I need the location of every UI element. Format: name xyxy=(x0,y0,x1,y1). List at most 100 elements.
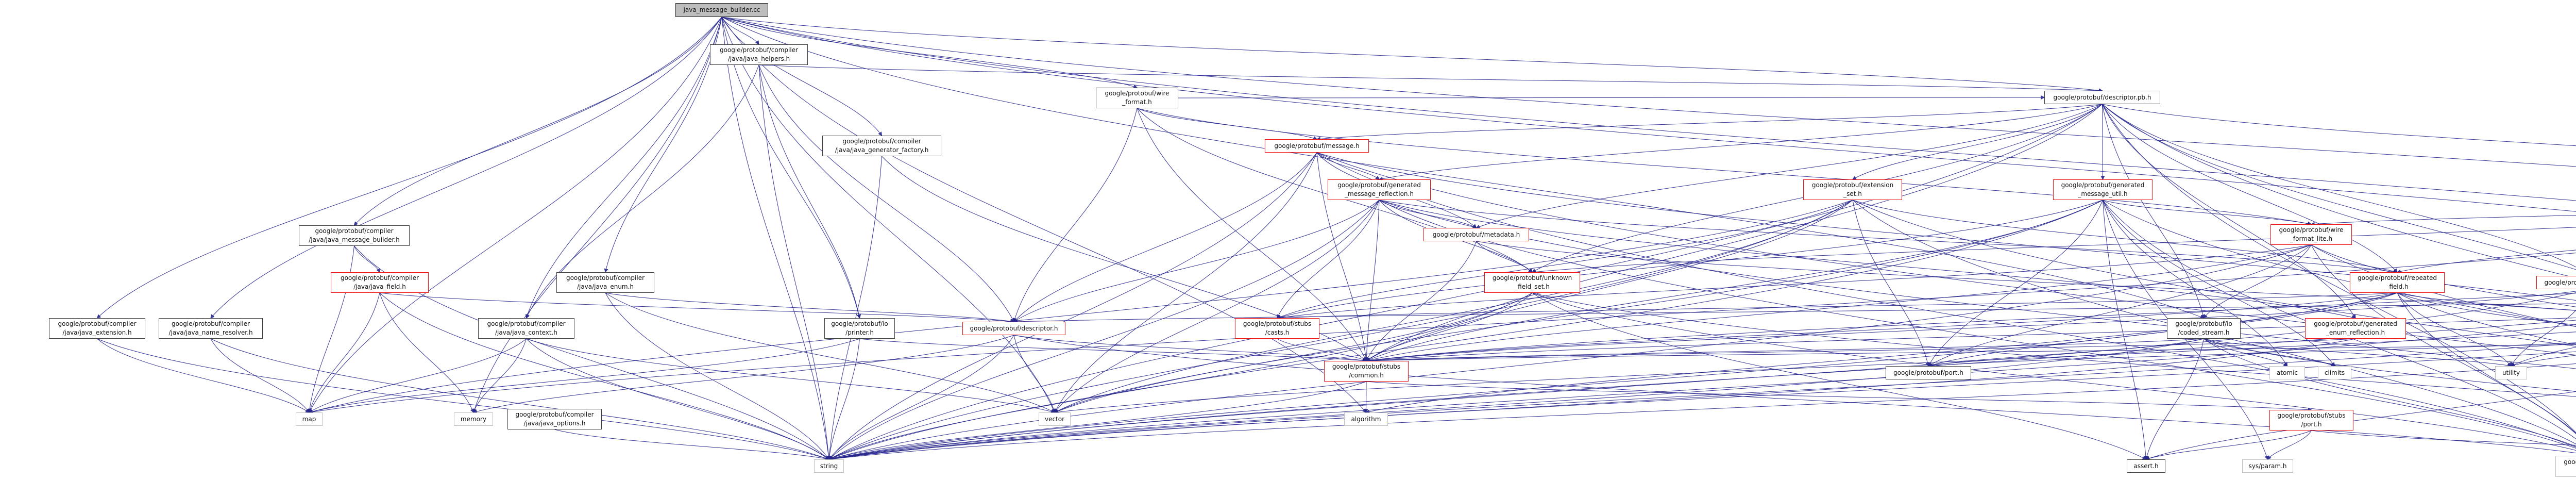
edge-gmr-to-repf xyxy=(1379,200,2398,274)
graph-node-unkfs[interactable]: google/protobuf/unknown _field_set.h xyxy=(1484,272,1580,293)
graph-node-atomic[interactable]: atomic xyxy=(2269,366,2305,379)
edge-gmu-to-porth xyxy=(1928,200,2103,367)
graph-node-arenastr[interactable]: google/protobuf/arenastring.h xyxy=(2536,276,2576,289)
graph-node-enumrefl[interactable]: google/protobuf/generated _enum_reflecti… xyxy=(2305,318,2406,339)
edge-context-to-string xyxy=(526,338,829,460)
edge-doccomment-to-string xyxy=(828,351,2576,461)
edge-enumrefl-to-common xyxy=(1365,338,2356,363)
graph-node-sysparam[interactable]: sys/param.h xyxy=(2242,459,2293,473)
edge-gmu-to-sysparam xyxy=(2103,200,2269,460)
edge-descpb-to-common xyxy=(1366,104,2103,361)
edge-root-to-printer xyxy=(721,16,861,319)
edge-repf-to-casts xyxy=(1276,292,2398,320)
graph-node-vector[interactable]: vector xyxy=(1039,412,1071,426)
edge-joptions-to-string xyxy=(554,429,830,461)
graph-node-repf[interactable]: google/protobuf/repeated _field.h xyxy=(2350,272,2445,293)
graph-node-casts[interactable]: google/protobuf/stubs /casts.h xyxy=(1235,318,1319,339)
graph-node-genfac[interactable]: google/protobuf/compiler /java/java_gene… xyxy=(822,136,941,156)
edge-metadata-to-unkfs xyxy=(1476,241,1533,273)
edge-root-to-memory xyxy=(472,16,722,413)
edge-gmu-to-climits xyxy=(2103,200,2335,367)
graph-node-string[interactable]: string xyxy=(814,459,844,473)
edge-arenastr-to-utility xyxy=(2511,309,2576,367)
graph-node-stubsport[interactable]: google/protobuf/stubs /port.h xyxy=(2269,410,2353,431)
graph-node-message[interactable]: google/protobuf/message.h xyxy=(1265,139,1369,153)
edge-enumrefl-to-string xyxy=(828,338,2356,461)
edge-root-to-vector xyxy=(721,16,1055,413)
edge-descpb-to-coded xyxy=(2102,104,2205,319)
graph-node-map[interactable]: map xyxy=(296,412,323,426)
graph-node-coded[interactable]: google/protobuf/io /coded_stream.h xyxy=(2167,318,2241,339)
edge-extset-to-porth xyxy=(1852,200,1930,367)
graph-node-desch[interactable]: google/protobuf/descriptor.h xyxy=(962,322,1065,335)
edge-descpb-to-arenastr xyxy=(2102,104,2576,268)
edge-wirefmt-to-message xyxy=(1137,108,1318,140)
graph-node-printer[interactable]: google/protobuf/io /printer.h xyxy=(824,318,895,339)
graph-node-jext[interactable]: google/protobuf/compiler /java/java_exte… xyxy=(49,318,145,339)
edge-gmtd-to-wfl xyxy=(2310,214,2576,226)
edge-jext-to-string xyxy=(97,338,830,460)
edge-javafield-to-string xyxy=(379,292,829,460)
graph-node-root[interactable]: java_message_builder.cc xyxy=(675,3,768,17)
edge-helpers-to-context xyxy=(526,64,759,319)
graph-node-gmu[interactable]: google/protobuf/generated _message_util.… xyxy=(2053,179,2153,200)
edge-jnameres-to-string xyxy=(210,338,830,460)
edge-arenastr-to-common xyxy=(1365,291,2576,363)
edge-gmr-to-common xyxy=(1364,200,1380,362)
edge-wfl-to-casts xyxy=(1276,244,2312,320)
edge-gmr-to-desch xyxy=(1013,200,1380,322)
graph-node-jmb_h[interactable]: google/protobuf/compiler /java/java_mess… xyxy=(299,225,410,246)
graph-node-helpers[interactable]: google/protobuf/compiler /java/java_help… xyxy=(710,44,808,65)
edge-wfl-to-string xyxy=(828,244,2312,461)
edge-wfl-to-portdef xyxy=(2311,244,2576,435)
graph-node-common[interactable]: google/protobuf/stubs /common.h xyxy=(1324,361,1409,382)
graph-node-joptions[interactable]: google/protobuf/compiler /java/java_opti… xyxy=(507,409,602,429)
graph-node-portdef[interactable]: google/protobuf/port _def.inc xyxy=(2555,456,2576,477)
edge-extset-to-string xyxy=(828,200,1853,460)
edge-wirefmt-to-desch xyxy=(1013,108,1138,323)
edge-helpers-to-printer xyxy=(758,64,861,319)
edge-coded-to-portundef xyxy=(2204,338,2576,392)
graph-node-utility[interactable]: utility xyxy=(2495,366,2527,379)
edge-extset-to-repf xyxy=(1852,200,2398,274)
graph-node-porth[interactable]: google/protobuf/port.h xyxy=(1886,366,1971,379)
graph-node-jenum[interactable]: google/protobuf/compiler /java/java_enum… xyxy=(556,272,654,293)
edge-inlined-to-utility xyxy=(2510,346,2576,367)
edge-descpb-to-gmr xyxy=(1378,104,2103,181)
edge-root-to-wirefmt xyxy=(721,16,1138,89)
edge-coded-to-assert xyxy=(2145,338,2204,460)
graph-node-context[interactable]: google/protobuf/compiler /java/java_cont… xyxy=(478,318,574,339)
edge-coded-to-string xyxy=(828,338,2204,461)
edge-root-to-jmb_h xyxy=(353,16,722,226)
graph-node-wirefmt[interactable]: google/protobuf/wire _format.h xyxy=(1096,88,1178,108)
edge-message-to-portundef xyxy=(1316,152,2576,356)
edge-gmu-to-common xyxy=(1365,200,2103,362)
edge-jmb_h-to-javafield xyxy=(354,245,380,273)
edge-desch-to-portdef xyxy=(1013,335,2576,454)
graph-node-algorithm[interactable]: algorithm xyxy=(1344,412,1388,426)
edge-coded-to-utility xyxy=(2204,338,2512,368)
edge-repf-to-arena xyxy=(2397,292,2576,311)
edge-jmb_h-to-map xyxy=(307,245,354,413)
edge-javafield-to-memory xyxy=(379,292,474,413)
edge-wfl-to-coded xyxy=(2203,244,2312,319)
edge-coded-to-atomic xyxy=(2204,338,2288,367)
edge-context-to-map xyxy=(308,338,527,413)
edge-wfl-to-common xyxy=(1365,244,2312,362)
graph-node-gmr[interactable]: google/protobuf/generated _message_refle… xyxy=(1328,179,1431,200)
graph-node-wfl[interactable]: google/protobuf/wire _format_lite.h xyxy=(2270,224,2352,245)
graph-node-assert[interactable]: assert.h xyxy=(2127,459,2165,473)
graph-node-climits[interactable]: climits xyxy=(2318,366,2351,379)
edge-coded-to-porth xyxy=(1927,338,2204,368)
graph-node-metadata[interactable]: google/protobuf/metadata.h xyxy=(1423,228,1529,241)
graph-node-jnameres[interactable]: google/protobuf/compiler /java/java_name… xyxy=(159,318,263,339)
graph-node-javafield[interactable]: google/protobuf/compiler /java/java_fiel… xyxy=(331,272,429,293)
graph-node-descpb[interactable]: google/protobuf/descriptor.pb.h xyxy=(2044,91,2160,104)
edge-arena-to-utility xyxy=(2510,355,2576,367)
edge-jenum-to-string xyxy=(605,292,829,460)
graph-node-extset[interactable]: google/protobuf/extension _set.h xyxy=(1803,179,1902,200)
edge-metadata-to-common xyxy=(1366,241,1477,362)
edge-extset-to-vector xyxy=(1054,200,1853,413)
edge-unkfs-to-portundef xyxy=(1532,292,2576,397)
graph-node-memory[interactable]: memory xyxy=(454,412,493,426)
